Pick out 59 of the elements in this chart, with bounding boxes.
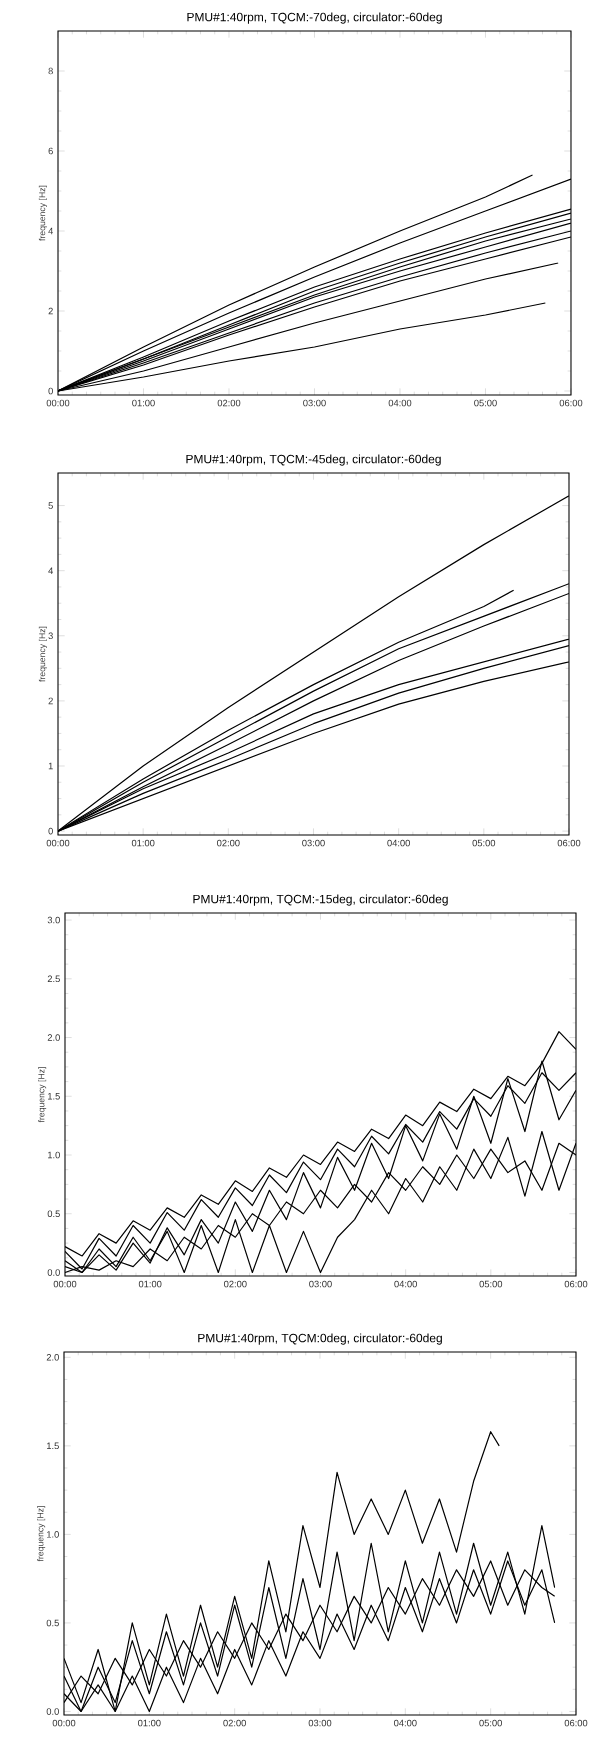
y-axis-title: frequency [Hz] [38, 185, 47, 241]
x-tick-label: 06:00 [557, 839, 581, 847]
x-tick-label: 05:00 [479, 1719, 502, 1727]
x-tick-label: 02:00 [217, 839, 240, 847]
y-axis-title: frequency [Hz] [38, 1067, 47, 1123]
x-tick-label: 06:00 [564, 1719, 588, 1727]
x-tick-label: 02:00 [223, 1719, 246, 1727]
x-tick-label: 04:00 [394, 1280, 417, 1288]
y-tick-label: 4 [48, 227, 54, 235]
x-tick-label: 00:00 [53, 1280, 77, 1288]
y-tick-label: 1.0 [47, 1531, 59, 1538]
y-tick-label: 5 [48, 502, 53, 509]
x-tick-label: 04:00 [388, 399, 412, 407]
x-tick-label: 03:00 [308, 1719, 332, 1727]
chart-title: PMU#1:40rpm, TQCM:-70deg, circulator:-60deg [187, 12, 442, 24]
y-tick-label: 2.5 [47, 975, 60, 983]
y-tick-label: 0 [48, 387, 53, 395]
y-tick-label: 3.0 [47, 916, 60, 924]
chart-title: PMU#1:40rpm, TQCM:-15deg, circulator:-60deg [193, 894, 448, 906]
x-tick-label: 05:00 [479, 1280, 503, 1288]
y-tick-label: 1 [48, 762, 53, 770]
x-tick-label: 05:00 [472, 839, 496, 847]
y-tick-label: 2 [48, 307, 53, 315]
y-tick-label: 0 [48, 827, 53, 835]
x-tick-label: 01:00 [131, 839, 155, 847]
x-tick-label: 04:00 [394, 1719, 417, 1727]
x-tick-label: 00:00 [52, 1719, 76, 1727]
chart-title: PMU#1:40rpm, TQCM:-45deg, circulator:-60deg [186, 454, 441, 466]
y-tick-label: 2 [48, 697, 53, 705]
chart-title: PMU#1:40rpm, TQCM:0deg, circulator:-60deg [198, 1333, 442, 1345]
x-tick-label: 06:00 [564, 1280, 588, 1288]
y-tick-label: 0.0 [47, 1269, 60, 1276]
x-tick-label: 03:00 [302, 839, 325, 847]
y-tick-label: 2.0 [46, 1354, 59, 1361]
y-tick-label: 6 [48, 147, 53, 155]
x-tick-label: 02:00 [217, 399, 241, 407]
y-tick-label: 4 [48, 567, 54, 574]
x-tick-label: 06:00 [559, 399, 583, 407]
x-tick-label: 02:00 [224, 1280, 247, 1288]
y-tick-label: 1.5 [48, 1093, 60, 1100]
x-tick-label: 01:00 [138, 1719, 161, 1727]
x-tick-label: 01:00 [138, 1280, 162, 1288]
y-tick-label: 1.5 [47, 1442, 59, 1450]
y-tick-label: 8 [48, 67, 53, 75]
x-tick-label: 03:00 [309, 1280, 332, 1288]
y-tick-label: 0.0 [46, 1708, 59, 1715]
x-tick-label: 05:00 [474, 399, 497, 407]
y-tick-label: 0.5 [46, 1619, 59, 1627]
x-tick-label: 04:00 [387, 839, 410, 847]
y-tick-label: 3 [48, 632, 53, 640]
x-tick-label: 00:00 [46, 839, 70, 847]
y-axis-title: frequency [Hz] [37, 1506, 46, 1562]
y-tick-label: 1.0 [48, 1151, 60, 1159]
y-tick-label: 0.5 [47, 1210, 60, 1218]
y-axis-title: frequency [Hz] [38, 626, 47, 682]
x-tick-label: 00:00 [46, 399, 70, 407]
x-tick-label: 01:00 [132, 399, 155, 407]
y-tick-label: 2.0 [47, 1034, 60, 1041]
x-tick-label: 03:00 [303, 399, 326, 407]
